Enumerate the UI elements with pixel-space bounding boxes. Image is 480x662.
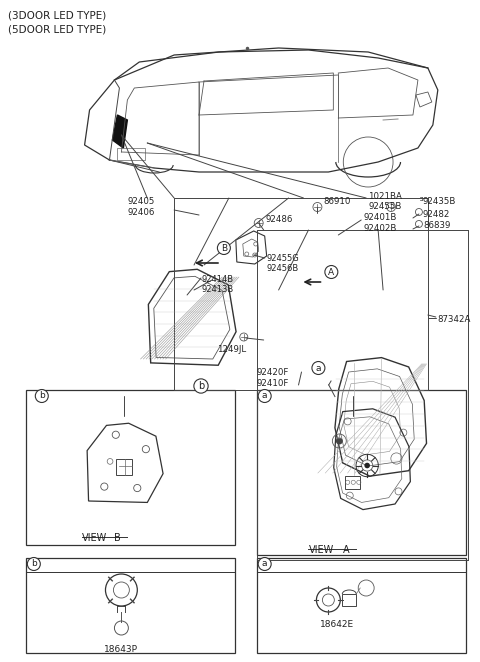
Text: 92405: 92405 [127,197,155,206]
Text: 92456B: 92456B [267,264,299,273]
Text: (5DOOR LED TYPE): (5DOOR LED TYPE) [8,24,106,34]
Text: 92413B: 92413B [202,285,234,294]
Text: 87342A: 87342A [438,315,471,324]
Text: 86839: 86839 [423,221,450,230]
Text: a: a [262,559,267,569]
Circle shape [240,333,248,341]
Text: a: a [316,363,321,373]
Text: VIEW: VIEW [82,533,108,543]
Text: A: A [343,545,349,555]
Text: b: b [31,559,36,569]
Text: B: B [221,244,227,252]
Text: B: B [114,533,121,543]
Text: 92406: 92406 [127,208,155,217]
Circle shape [415,209,422,216]
Text: 92414B: 92414B [202,275,234,284]
Text: b: b [198,381,204,391]
Circle shape [313,203,322,211]
Text: (3DOOR LED TYPE): (3DOOR LED TYPE) [8,10,106,20]
Text: 1021BA: 1021BA [368,192,402,201]
Text: 92486: 92486 [265,215,293,224]
Circle shape [336,438,343,444]
Text: b: b [39,391,45,401]
Text: 92455G: 92455G [267,254,300,263]
Circle shape [254,218,263,228]
Text: 92420F: 92420F [257,368,289,377]
Circle shape [386,203,396,211]
Circle shape [415,220,422,228]
Text: A: A [328,267,335,277]
Text: 18642E: 18642E [321,620,355,629]
Text: 92435B: 92435B [423,197,456,206]
Text: 18643P: 18643P [104,645,138,654]
Text: 92410F: 92410F [257,379,289,388]
Text: 1249JL: 1249JL [216,345,246,354]
Text: 92455B: 92455B [368,202,402,211]
Text: VIEW: VIEW [309,545,335,555]
Text: 92482: 92482 [423,210,450,219]
Text: 92402B: 92402B [363,224,396,233]
Text: a: a [262,391,267,401]
Circle shape [364,463,370,468]
Text: 86910: 86910 [324,197,351,206]
Text: 92401B: 92401B [363,213,396,222]
Polygon shape [112,115,127,148]
